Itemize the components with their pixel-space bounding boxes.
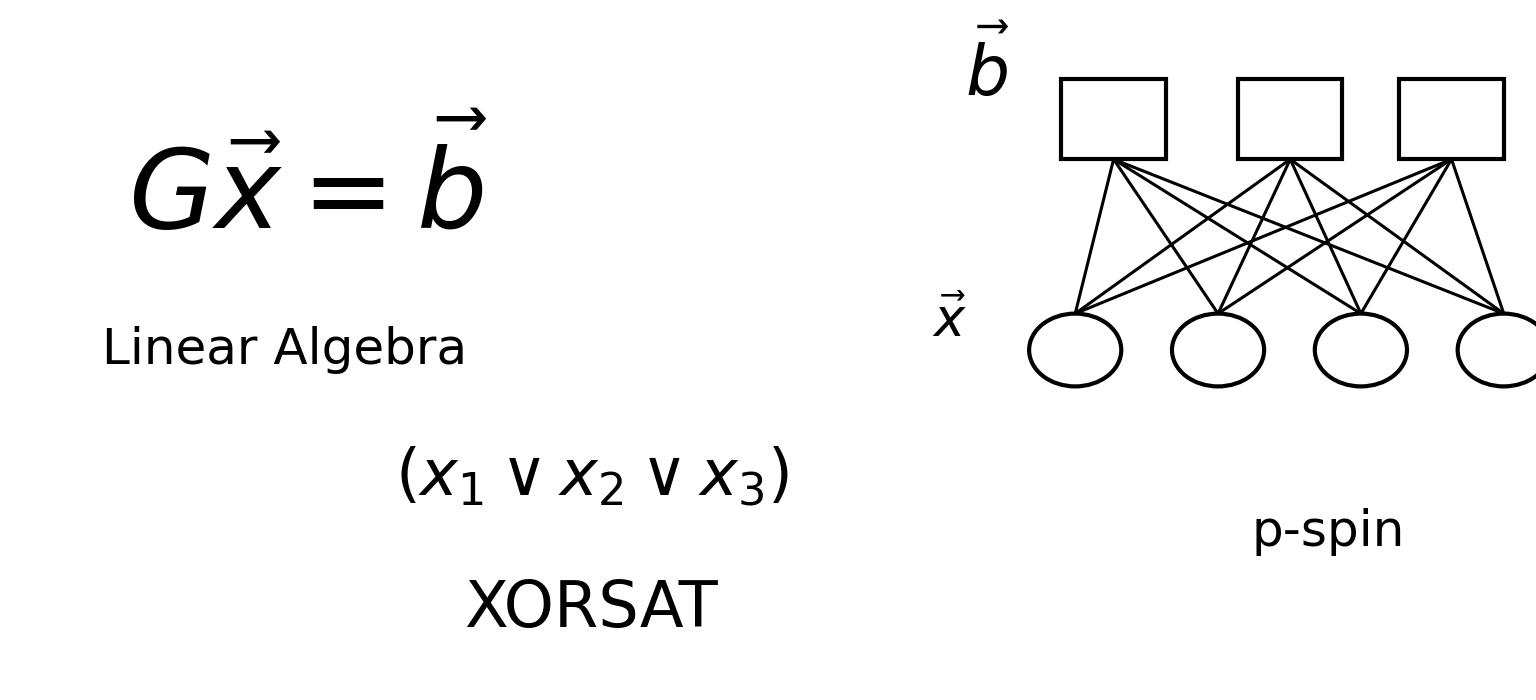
Ellipse shape xyxy=(1029,314,1121,386)
Bar xyxy=(1399,79,1504,160)
Text: p-spin: p-spin xyxy=(1252,508,1405,556)
Ellipse shape xyxy=(1458,314,1536,386)
Text: $(x_1 \vee x_2 \vee x_3)$: $(x_1 \vee x_2 \vee x_3)$ xyxy=(395,444,788,508)
Text: XORSAT: XORSAT xyxy=(464,578,719,640)
Text: $\vec{b}$: $\vec{b}$ xyxy=(965,30,1011,110)
Text: $G\vec{x}=\vec{b}$: $G\vec{x}=\vec{b}$ xyxy=(127,126,487,252)
Ellipse shape xyxy=(1315,314,1407,386)
Text: $\vec{x}$: $\vec{x}$ xyxy=(932,296,966,348)
Bar xyxy=(1061,79,1166,160)
Ellipse shape xyxy=(1172,314,1264,386)
Text: Linear Algebra: Linear Algebra xyxy=(101,326,467,374)
Bar xyxy=(1238,79,1342,160)
